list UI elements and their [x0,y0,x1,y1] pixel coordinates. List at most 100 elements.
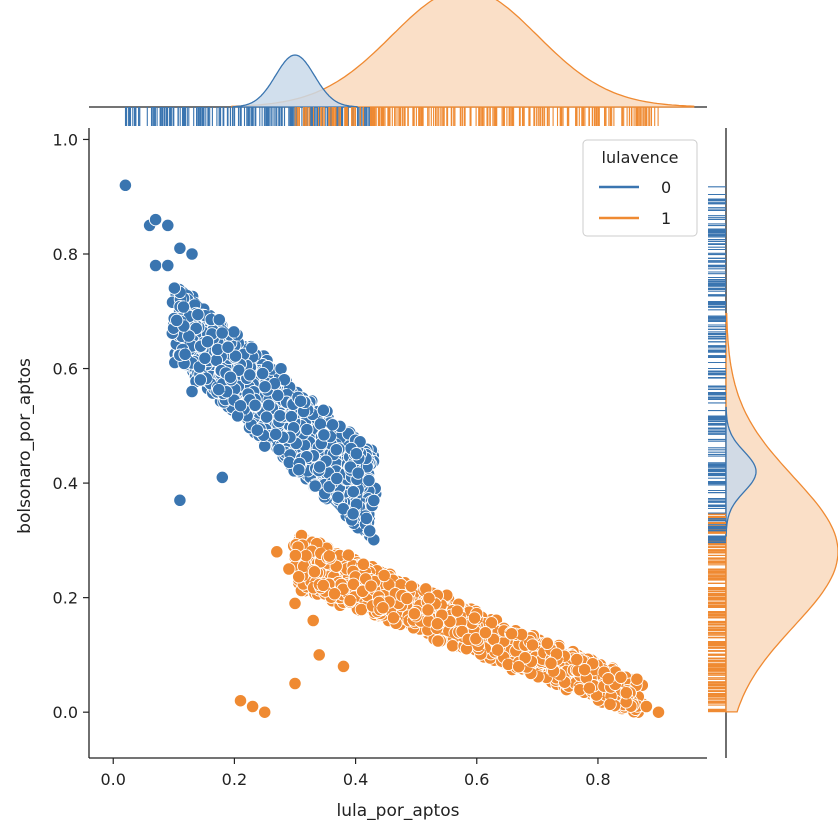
data-point-0 [245,341,259,355]
data-point-0 [173,493,187,507]
data-point-1 [343,593,357,608]
data-point-0 [221,340,235,354]
y-tick-label: 0.6 [53,360,78,379]
data-point-1 [288,596,302,611]
x-ticks: 0.0 0.2 0.4 0.6 0.8 [101,758,611,789]
data-point-1 [450,604,464,618]
top-kde-0 [232,54,358,108]
data-point-1 [512,660,526,674]
data-point-0 [148,212,163,227]
data-point-0 [272,442,286,457]
data-point-0 [300,422,314,437]
scatter-points-layer [118,178,666,719]
data-point-0 [325,418,340,432]
top-rug-layer [124,107,659,126]
data-point-0 [243,368,257,382]
legend: lulavence 0 1 [582,139,698,237]
data-point-1 [478,626,493,640]
data-point-1 [307,565,322,579]
top-kde-layer [231,0,695,108]
y-axis-label: bolsonaro_por_aptos [15,358,35,534]
y-tick-label: 0.4 [53,474,78,493]
data-point-0 [173,241,187,255]
data-point-1 [312,648,326,662]
data-point-1 [288,548,303,563]
data-point-1 [288,676,302,691]
data-point-1 [601,672,615,686]
density-contour-1 [306,539,629,708]
data-point-1 [430,617,445,631]
data-point-1 [407,607,422,621]
data-point-1 [619,686,633,700]
data-point-0 [317,428,331,442]
data-point-1 [258,705,272,719]
data-point-0 [367,493,381,508]
y-tick-label: 1.0 [53,130,78,149]
data-point-0 [227,325,241,339]
data-point-1 [364,579,378,593]
data-point-0 [255,366,270,381]
contour-layer [185,286,629,708]
data-point-0 [346,507,360,521]
y-tick-label: 0.0 [53,703,78,722]
data-point-0 [212,313,226,327]
data-point-0 [322,480,336,494]
data-point-0 [259,410,274,424]
data-point-0 [346,485,360,499]
y-tick-label: 0.8 [53,245,78,264]
legend-title: lulavence [602,148,679,167]
data-point-0 [250,423,264,437]
data-point-0 [215,326,229,340]
data-point-1 [490,643,505,657]
legend-label-0: 0 [661,178,671,197]
data-point-1 [322,549,336,563]
data-point-0 [161,258,175,273]
right-kde-layer [725,312,838,713]
data-point-0 [193,373,208,387]
data-point-0 [118,178,133,192]
data-point-0 [212,382,226,397]
data-point-1 [540,636,554,650]
data-point-0 [223,370,238,384]
data-point-1 [421,603,435,617]
data-point-1 [469,632,483,646]
data-point-0 [312,460,327,474]
data-point-0 [316,403,331,417]
data-point-1 [445,639,460,653]
data-point-0 [273,409,287,423]
data-point-1 [282,562,296,576]
data-point-0 [258,380,272,394]
data-point-0 [215,470,229,485]
data-point-0 [329,443,344,457]
data-point-0 [363,524,377,538]
data-point-0 [191,307,205,322]
data-point-0 [351,466,365,480]
x-tick-label: 0.8 [585,770,610,789]
data-point-0 [330,471,344,486]
data-point-1 [233,694,248,708]
data-point-0 [331,490,345,504]
data-point-0 [161,218,175,233]
x-tick-label: 0.6 [464,770,489,789]
data-point-0 [359,511,374,526]
data-point-0 [274,362,288,376]
right-rug-layer [708,186,726,713]
data-point-0 [167,281,182,295]
data-point-1 [518,651,532,665]
y-ticks: 0.0 0.2 0.4 0.6 0.8 1.0 [53,130,89,722]
legend-label-1: 1 [661,209,671,228]
data-point-1 [577,663,592,677]
data-point-1 [354,602,369,617]
data-point-0 [198,351,212,365]
data-point-0 [185,384,199,399]
data-point-0 [185,247,199,261]
data-point-1 [306,613,320,628]
data-point-1 [651,705,666,719]
data-point-0 [228,349,243,363]
x-axis-label: lula_por_aptos [337,801,460,821]
x-tick-label: 0.4 [343,770,368,789]
x-tick-label: 0.0 [101,770,126,789]
data-point-0 [353,435,367,449]
data-point-1 [245,699,260,714]
